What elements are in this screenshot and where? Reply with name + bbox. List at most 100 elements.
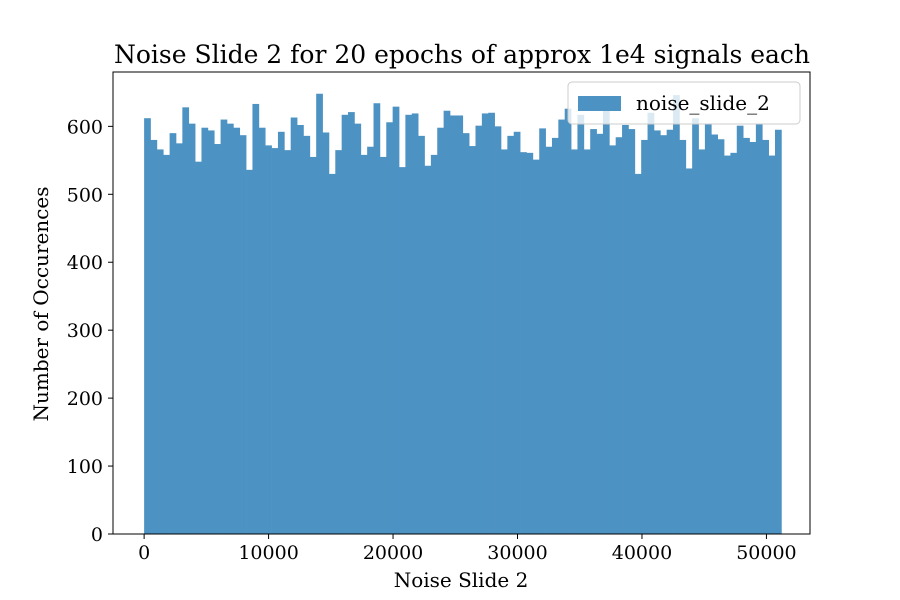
histogram-bar [551,137,559,534]
histogram-bar [711,134,718,534]
legend-entry-label: noise_slide_2 [636,91,770,115]
histogram-bar [163,154,170,534]
histogram-bar [169,133,177,534]
histogram-bar [316,93,323,535]
histogram-bar [207,130,215,534]
y-axis-label: Number of Occurences [29,187,53,422]
histogram-bar [545,146,553,535]
y-tick-label: 600 [67,116,103,138]
histogram-bar [730,152,738,534]
legend: noise_slide_2 [567,81,801,125]
histogram-bar [258,127,266,535]
histogram-bar [144,118,151,534]
histogram-bar [195,161,202,534]
histogram-bar [303,135,311,535]
histogram-bar [500,149,508,534]
histogram-bar [526,152,534,534]
histogram-bar [685,168,693,535]
histogram-bar [532,159,540,534]
y-tick-label: 300 [67,320,103,342]
histogram-bar [367,146,374,535]
histogram-bar [558,119,566,534]
legend-box [567,81,801,125]
histogram-bar [717,139,725,534]
histogram-bar [602,101,610,534]
histogram-bar [692,118,699,534]
histogram-bar [277,131,285,535]
histogram-bar [571,149,578,534]
histogram-bar [539,128,546,534]
histogram-bar [309,156,317,534]
histogram-bar [666,129,674,534]
histogram-bar [379,156,387,534]
histogram-bar [418,135,425,535]
histogram-bar [360,154,368,534]
x-axis-label: Noise Slide 2 [394,568,529,592]
histogram-bar [188,123,196,534]
histogram-bar [494,126,502,534]
y-tick-label: 400 [67,252,103,274]
histogram-bar [462,133,470,534]
x-tick-label: 10000 [238,542,298,564]
histogram-bar [673,95,680,534]
x-tick-label: 30000 [487,542,547,564]
histogram-bar [450,115,457,534]
histogram-bar [341,114,349,535]
histogram-bar [328,173,336,534]
histogram-bar [615,137,623,534]
histogram-bar [271,148,279,534]
histogram-bar [246,169,253,534]
histogram-bar [411,113,419,534]
x-tick-label: 40000 [612,542,672,564]
histogram-bar [239,135,247,534]
histogram-bar [214,144,221,534]
bars-group [144,93,782,535]
histogram-bar [437,127,444,535]
histogram-bar [577,114,585,535]
histogram-bar [405,114,413,535]
histogram-bar [233,127,241,535]
histogram-bar [647,112,655,534]
histogram-bar [265,145,272,534]
histogram-bar [456,115,464,534]
histogram-bar [660,135,668,534]
histogram-bar [156,149,164,534]
histogram-bar [507,135,515,535]
histogram-bar [755,123,763,534]
histogram-bar [201,127,209,535]
histogram-bar [641,139,648,534]
histogram-bar [628,129,636,534]
histogram-bar [520,152,527,535]
histogram-bar [622,124,629,535]
histogram-bar [679,139,687,534]
histogram-bar [424,165,432,534]
histogram-bar [392,106,400,535]
histogram-bar [175,143,183,534]
histogram-bar [743,137,750,534]
histogram-bar [749,141,757,535]
histogram-bar [399,167,406,534]
plot-frame [112,71,811,535]
histogram-bar [252,103,260,535]
histogram-bar [596,133,604,534]
histogram-bar [220,119,228,534]
histogram-bar [150,139,158,534]
histogram-bar [698,149,706,534]
legend-swatch [578,96,621,111]
histogram-bar [488,112,495,534]
histogram-bar [583,149,591,534]
histogram-bar [322,132,330,534]
histogram-bar [609,145,617,534]
x-tick-label: 0 [138,542,150,564]
x-tick-label: 50000 [736,542,796,564]
histogram-bar [653,130,661,534]
histogram-bar [704,123,712,534]
y-tick-label: 200 [67,388,103,410]
histogram-bar [590,129,597,534]
histogram-bar [297,124,304,535]
histogram-bar [736,125,744,535]
histogram-bar [386,122,393,534]
histogram-bar [373,103,381,534]
y-tick-label: 500 [67,184,103,206]
